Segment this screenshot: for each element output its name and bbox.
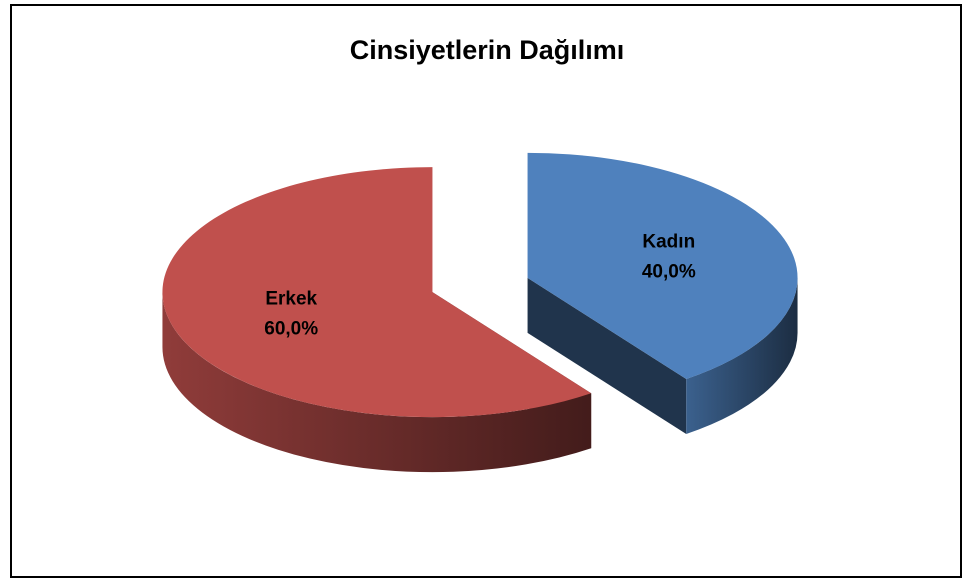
chart-border bbox=[10, 4, 962, 578]
slice-side bbox=[686, 277, 798, 434]
slice-category-label: Erkek bbox=[265, 288, 317, 309]
slice-value-label: 40,0% bbox=[642, 262, 696, 283]
slice-category-label: Kadın bbox=[642, 232, 695, 253]
slice bbox=[162, 167, 592, 418]
slice bbox=[527, 152, 798, 379]
slice-side bbox=[162, 292, 592, 473]
chart-title: Cinsiyetlerin Dağılımı bbox=[350, 35, 625, 65]
slice-value-label: 60,0% bbox=[264, 318, 318, 339]
slice-cut-face bbox=[527, 277, 687, 434]
